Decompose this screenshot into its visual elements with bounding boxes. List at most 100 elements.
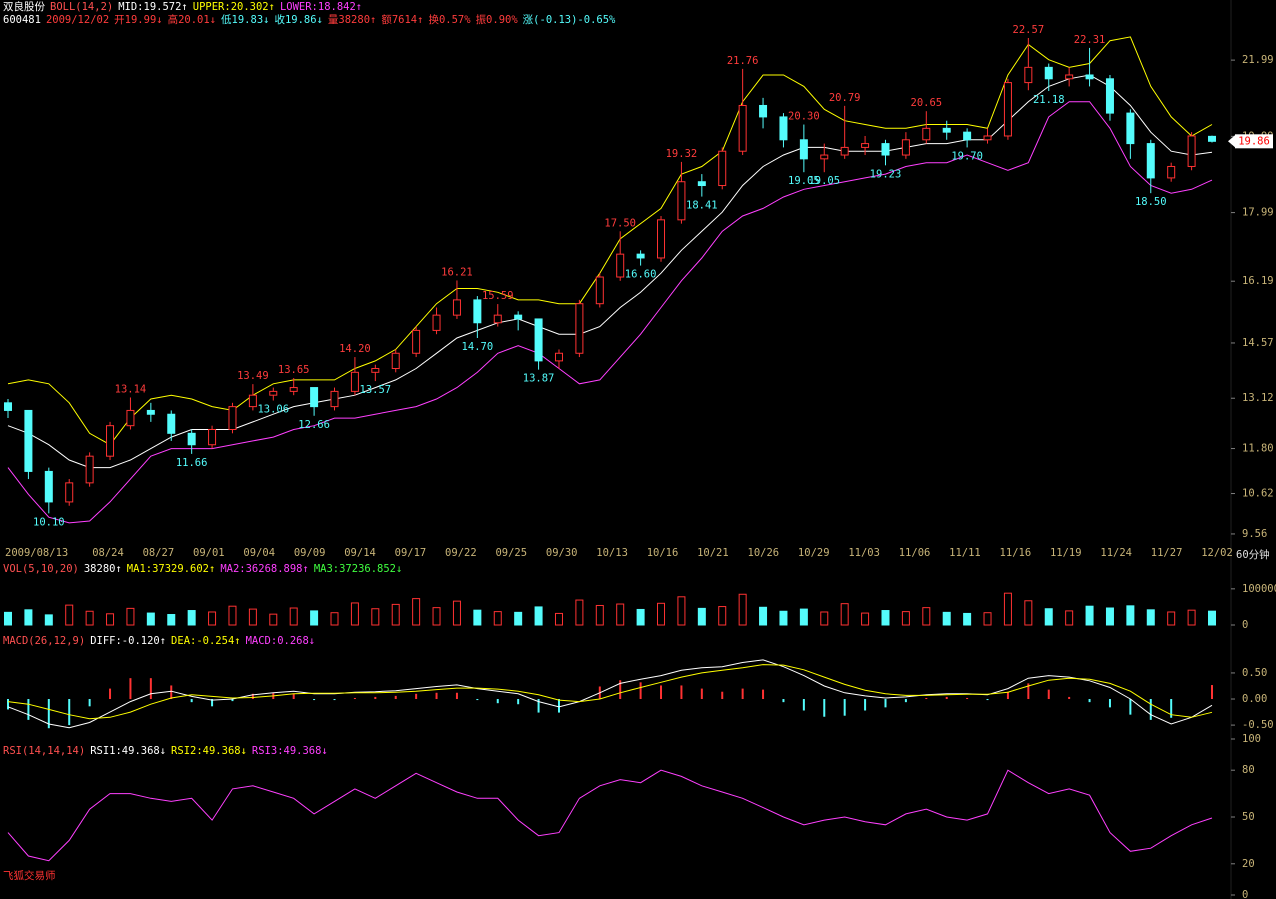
high-label: 13.65 xyxy=(278,364,310,376)
candle-body xyxy=(269,390,278,396)
volume-bar xyxy=(371,608,380,626)
volume-bar xyxy=(1126,605,1135,626)
candle-body xyxy=(412,329,421,354)
info-item: 600481 xyxy=(3,14,41,26)
y-tick-label: 80 xyxy=(1242,764,1255,776)
candle-body xyxy=(657,219,666,259)
volume-bar xyxy=(820,611,829,626)
candle-body xyxy=(1126,112,1135,145)
y-tick-label: 11.80 xyxy=(1242,443,1274,455)
candle-body xyxy=(24,409,33,472)
volume-bar xyxy=(595,604,604,626)
rsi-line xyxy=(7,769,1213,862)
candle-body xyxy=(65,482,74,503)
candle-body xyxy=(1044,66,1053,80)
candle-body xyxy=(881,143,890,156)
candle-body xyxy=(228,406,237,430)
low-label: 13.87 xyxy=(523,373,555,385)
volume-bar xyxy=(616,603,625,626)
x-tick-label: 10/29 xyxy=(798,547,830,559)
volume-bar xyxy=(167,614,176,626)
candle-body xyxy=(310,387,319,408)
price-tag-label: 19.86 xyxy=(1238,135,1270,147)
volume-bar xyxy=(248,608,257,626)
low-label: 19.05 xyxy=(788,175,820,187)
volume-bar xyxy=(657,602,666,626)
low-label: 18.41 xyxy=(686,200,718,212)
candle-body xyxy=(106,425,115,457)
volume-bar xyxy=(1065,610,1074,626)
info-item: MA3:37236.852↓ xyxy=(314,563,403,575)
candle-body xyxy=(1208,135,1216,142)
volume-bar xyxy=(901,611,910,626)
high-label: 20.65 xyxy=(911,97,943,109)
macd-line xyxy=(7,659,1213,729)
volume-bar xyxy=(412,598,421,626)
x-tick-label: 10/16 xyxy=(647,547,679,559)
low-label: 14.70 xyxy=(462,341,494,353)
volume-bar xyxy=(350,602,359,626)
candle-body xyxy=(452,299,461,316)
volume-bar xyxy=(228,605,237,626)
low-label: 12.66 xyxy=(298,419,330,431)
candle-body xyxy=(391,352,400,370)
volume-bar xyxy=(779,610,788,626)
volume-bar xyxy=(187,610,196,626)
volume-bar xyxy=(718,606,727,626)
info-item: BOLL(14,2) xyxy=(50,1,113,13)
candle-body xyxy=(432,314,441,331)
info-item: 涨(-0.13)-0.65% xyxy=(523,14,616,26)
low-label: 19.05 xyxy=(808,175,840,187)
candle-body xyxy=(1105,78,1114,114)
candle-body xyxy=(187,432,196,446)
info-item: RSI(14,14,14) xyxy=(3,745,85,757)
volume-bar xyxy=(554,612,563,626)
x-tick-label: 09/30 xyxy=(546,547,578,559)
info-item: 振0.90% xyxy=(476,13,519,26)
high-label: 15.59 xyxy=(482,290,514,302)
info-item: 低19.83↓ xyxy=(221,13,269,26)
x-tick-label: 11/19 xyxy=(1050,547,1082,559)
low-label: 19.70 xyxy=(951,150,983,162)
info-item: UPPER:20.302↑ xyxy=(193,1,275,13)
y-tick-label: 10.62 xyxy=(1242,488,1274,500)
info-item: 高20.01↓ xyxy=(168,13,216,26)
candle-body xyxy=(371,368,380,373)
candle-body xyxy=(677,181,686,221)
x-tick-label: 08/27 xyxy=(143,547,175,559)
x-tick-label: 10/13 xyxy=(596,547,628,559)
info-item: 开19.99↓ xyxy=(114,14,162,26)
candle-body xyxy=(248,394,257,408)
volume-bar xyxy=(1187,609,1196,626)
info-item: DEA:-0.254↑ xyxy=(171,635,241,647)
candle-body xyxy=(718,150,727,187)
y-tick-label: 20 xyxy=(1242,858,1255,870)
price-tag-pointer xyxy=(1228,135,1235,148)
candle-body xyxy=(575,303,584,354)
info-item: RSI1:49.368↓ xyxy=(90,745,166,757)
volume-bar xyxy=(473,609,482,626)
volume-bar xyxy=(432,607,441,626)
volume-bar xyxy=(697,607,706,626)
volume-bar xyxy=(738,593,747,626)
x-tick-label: 09/22 xyxy=(445,547,477,559)
low-label: 19.23 xyxy=(870,168,902,180)
volume-bar xyxy=(534,606,543,626)
candle-body xyxy=(1003,82,1012,137)
volume-bar xyxy=(106,613,115,626)
volume-bar xyxy=(85,610,94,626)
candle-body xyxy=(983,135,992,141)
candle-body xyxy=(126,409,135,427)
candle-body xyxy=(146,409,155,415)
info-item: 双良股份 xyxy=(3,0,45,13)
info-item: 收19.86↓ xyxy=(274,13,322,26)
high-label: 21.76 xyxy=(727,55,759,67)
high-label: 16.21 xyxy=(441,266,473,278)
y-tick-label: 0 xyxy=(1242,619,1248,631)
x-tick-label: 10/26 xyxy=(748,547,780,559)
volume-bar xyxy=(881,610,890,626)
candle-body xyxy=(534,318,543,362)
